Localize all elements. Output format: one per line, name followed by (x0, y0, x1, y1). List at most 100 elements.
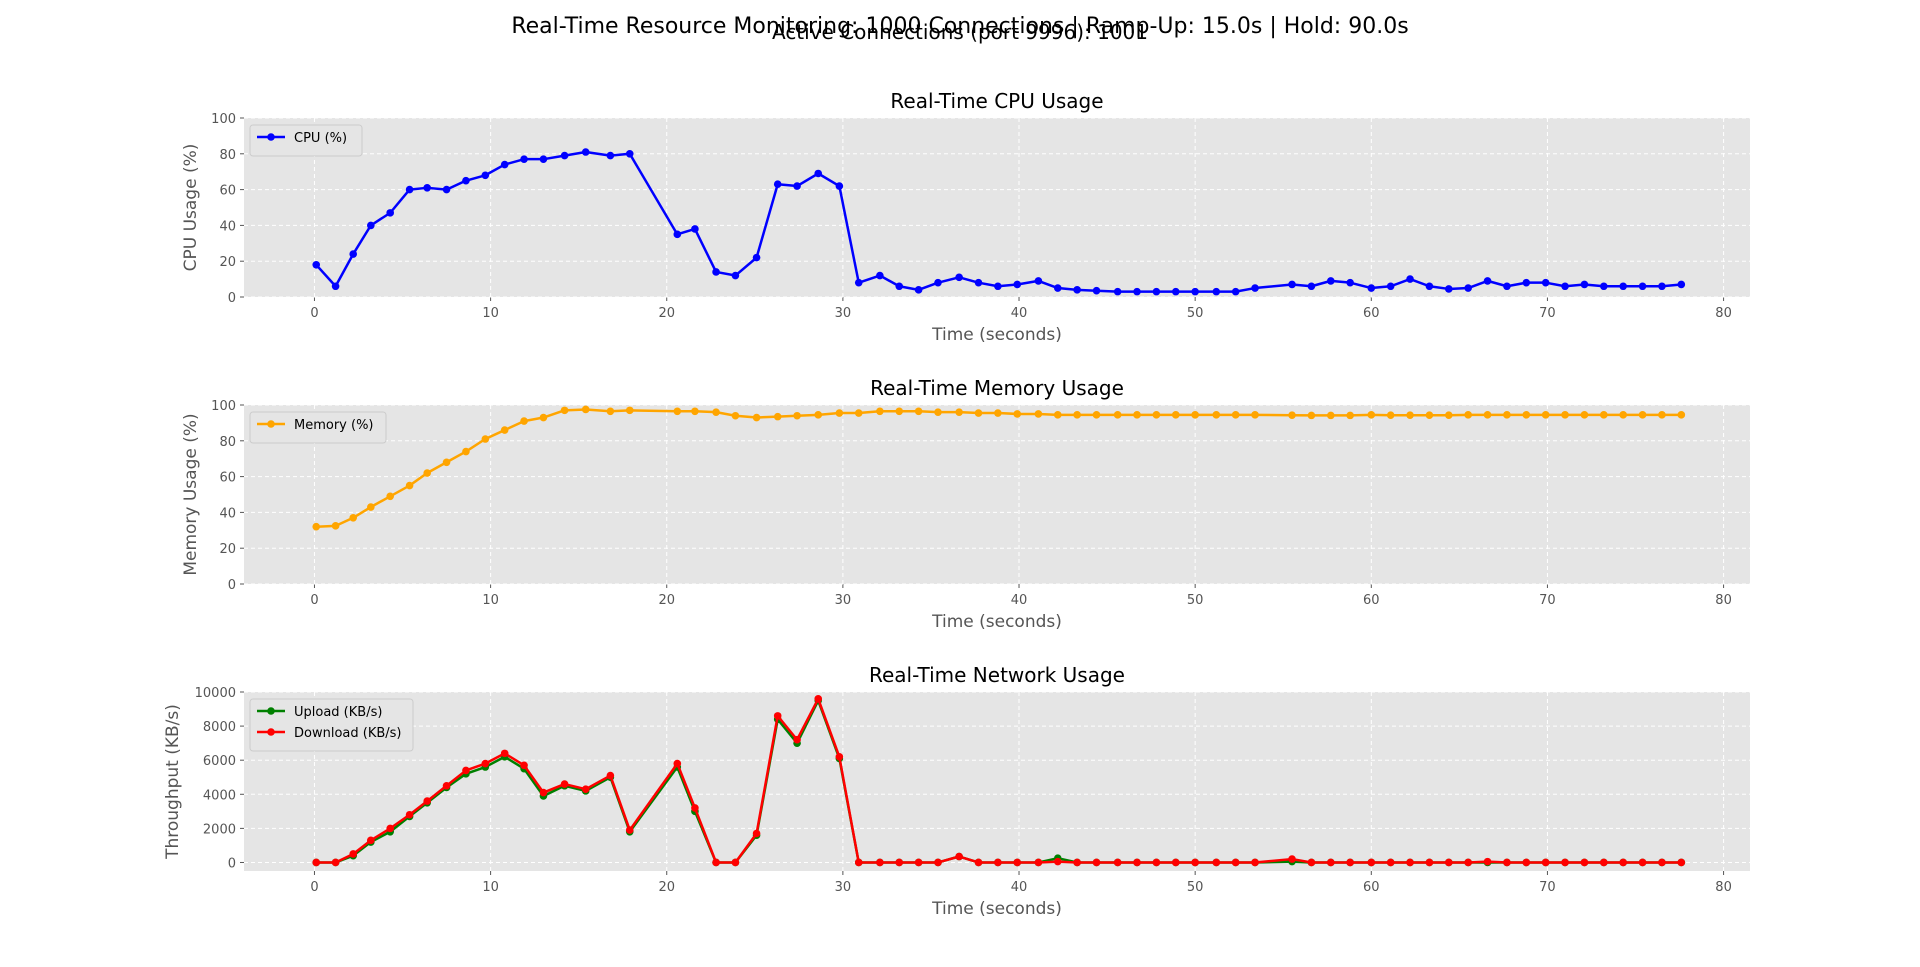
data-point (731, 271, 740, 280)
data-point (1658, 411, 1666, 419)
data-point (1307, 282, 1316, 291)
data-point (773, 412, 782, 421)
data-point (793, 411, 801, 420)
data-point (1231, 858, 1240, 867)
data-point (539, 788, 548, 797)
data-point (1191, 287, 1199, 296)
data-point (731, 858, 740, 867)
data-point (481, 171, 490, 180)
chart-panel-3: 0 10 20 30 40 50 60 70 80 0 2000 4000 6000 8000 10000 R… (163, 663, 1750, 919)
data-point (367, 503, 375, 511)
y-tick-label: 0 (228, 856, 236, 871)
data-point (1133, 287, 1141, 296)
data-point (793, 182, 801, 190)
data-point (773, 712, 782, 720)
data-point (1113, 287, 1122, 296)
data-point (481, 759, 490, 768)
data-point (1580, 280, 1589, 289)
figure-subtitle: Active Connections (port 9996): 1001 (771, 20, 1148, 44)
data-point (1638, 858, 1647, 867)
chart-panel-2: 0 10 20 30 40 50 60 70 80 0 20 40 60 80 100 Real-Time M… (181, 376, 1750, 632)
figure-title: Real-Time Resource Monitoring: 1000 Conn… (511, 14, 1409, 39)
y-tick-label: 20 (219, 255, 236, 270)
data-point (1522, 858, 1531, 867)
data-point (854, 858, 863, 867)
plot-area (244, 405, 1750, 584)
y-axis-label: CPU Usage (%) (181, 144, 201, 272)
data-point (1580, 858, 1589, 867)
data-point (854, 278, 863, 287)
data-point (876, 858, 884, 867)
data-point (1386, 858, 1395, 867)
data-point (1133, 411, 1141, 419)
data-point (673, 759, 682, 768)
y-axis-label: Throughput (KB/s) (163, 704, 183, 860)
data-point (974, 858, 983, 867)
data-point (1483, 411, 1492, 419)
data-point (520, 417, 528, 425)
y-tick-label: 20 (219, 542, 236, 557)
data-point (1638, 411, 1647, 419)
data-point (1092, 858, 1101, 867)
data-point (1034, 277, 1043, 285)
data-point (731, 411, 740, 420)
y-tick-label: 60 (219, 184, 236, 199)
data-point (691, 804, 699, 812)
y-tick-label: 0 (228, 578, 236, 593)
data-point (423, 184, 431, 192)
data-point (1152, 858, 1161, 867)
data-point (1367, 284, 1376, 292)
data-point (1152, 287, 1161, 296)
data-point (1251, 411, 1259, 419)
legend-label: CPU (%) (294, 131, 347, 146)
data-point (1326, 858, 1335, 867)
data-point (1367, 411, 1376, 419)
data-point (934, 278, 942, 287)
data-point (1580, 411, 1589, 419)
data-point (1367, 858, 1376, 867)
data-point (560, 780, 569, 788)
data-point (1600, 858, 1608, 867)
data-point (386, 209, 394, 217)
data-point (1326, 277, 1335, 285)
data-point (1386, 282, 1395, 291)
data-point (895, 858, 904, 867)
legend-label: Memory (%) (294, 418, 374, 433)
x-tick-label: 40 (1011, 880, 1028, 895)
data-point (405, 810, 414, 819)
x-tick-label: 60 (1363, 880, 1380, 895)
x-axis-label: Time (seconds) (931, 899, 1062, 919)
data-point (1288, 411, 1296, 420)
data-point (1191, 411, 1199, 419)
data-point (462, 766, 470, 775)
data-point (1013, 858, 1022, 867)
data-point (349, 850, 358, 858)
data-point (1386, 411, 1395, 420)
data-point (1503, 858, 1511, 867)
data-point (1073, 858, 1081, 867)
data-point (1053, 284, 1062, 292)
data-point (1346, 411, 1354, 420)
data-point (386, 492, 394, 501)
data-point (895, 282, 904, 291)
data-point (1034, 410, 1043, 418)
x-tick-label: 40 (1011, 593, 1028, 608)
data-point (955, 852, 963, 861)
x-tick-label: 0 (310, 593, 318, 608)
data-point (914, 407, 923, 416)
data-point (974, 409, 983, 417)
data-point (854, 409, 863, 417)
data-point (386, 824, 394, 833)
data-point (500, 160, 509, 169)
data-point (1503, 282, 1511, 291)
data-point (1464, 411, 1472, 419)
y-tick-label: 10000 (195, 686, 236, 701)
data-point (1425, 282, 1434, 291)
data-point (405, 481, 414, 490)
data-point (606, 407, 615, 416)
y-tick-label: 100 (211, 112, 236, 127)
x-tick-label: 20 (658, 306, 675, 321)
data-point (1619, 411, 1627, 419)
x-tick-label: 70 (1539, 306, 1556, 321)
